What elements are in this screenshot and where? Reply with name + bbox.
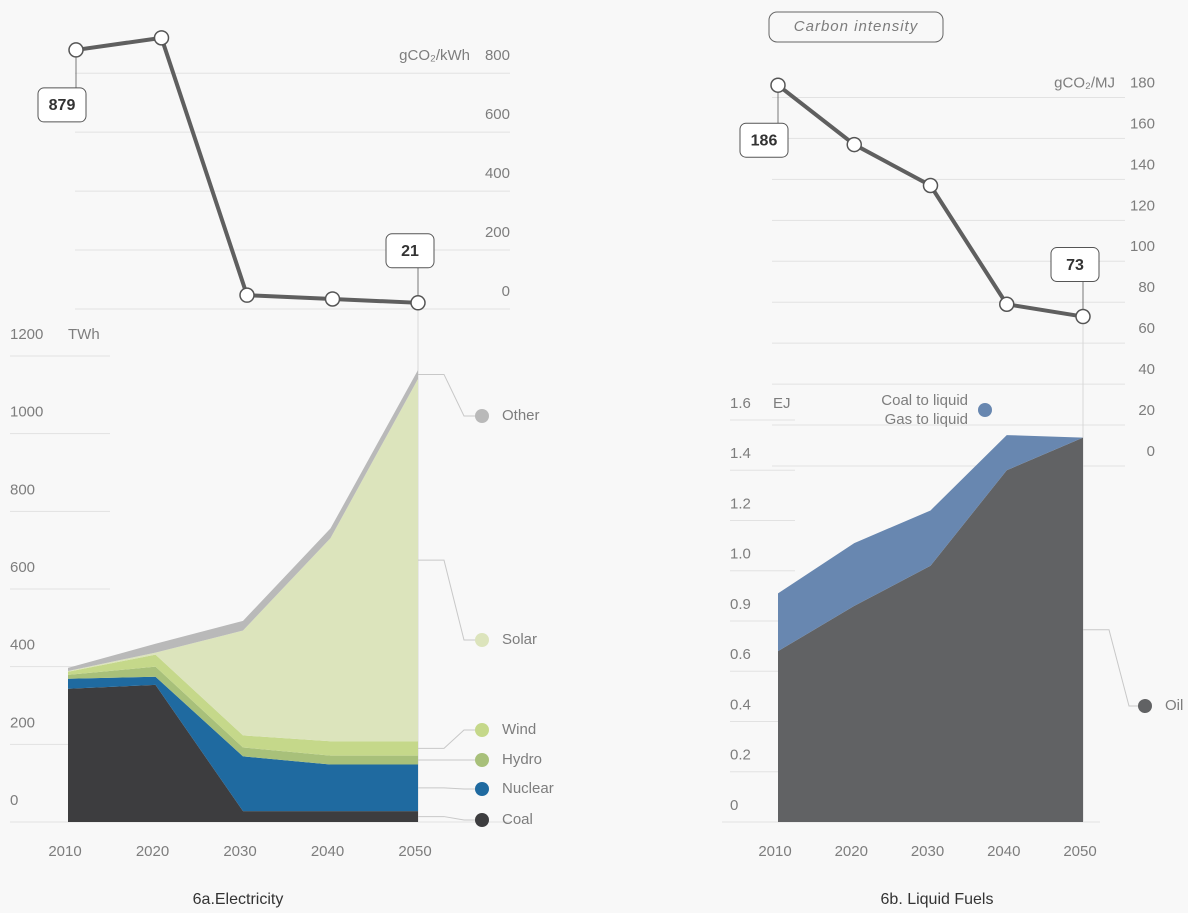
area [68, 378, 418, 742]
y-tick-label: 1.0 [730, 546, 751, 563]
y-tick-label: 200 [10, 714, 35, 731]
y-tick-label: 100 [1130, 238, 1155, 255]
x-tick-label: 2030 [223, 843, 256, 860]
point [68, 42, 84, 58]
point [1075, 308, 1091, 325]
value-label: 879 [49, 97, 76, 114]
x-tick-label: 2010 [758, 843, 791, 860]
legend-dot [475, 753, 489, 767]
y-tick-label: 80 [1138, 279, 1155, 296]
caption: 6a.Electricity [193, 891, 284, 908]
legend-connector [418, 816, 476, 821]
legend-dot [475, 633, 489, 647]
point [410, 295, 426, 311]
line [776, 83, 1084, 319]
label-box [739, 122, 789, 158]
area [778, 435, 1083, 652]
x-tick-label: 2030 [911, 843, 944, 860]
point [153, 30, 170, 46]
y-tick-label: 400 [485, 165, 510, 182]
x-tick-label: 2010 [48, 843, 81, 860]
y-tick-label: 600 [485, 106, 510, 123]
x-tick-label: 2020 [835, 843, 868, 860]
point [770, 77, 786, 93]
legend-connector [418, 559, 476, 641]
y-tick-label: 400 [10, 637, 35, 654]
y-tick-label: 0.6 [730, 646, 751, 663]
legend-connector [418, 373, 476, 417]
y-tick-label: 0 [730, 797, 738, 814]
y-tick-label: 0 [10, 792, 18, 809]
y-tick-label: 800 [485, 47, 510, 64]
y-tick-label: 40 [1138, 361, 1155, 378]
point [999, 296, 1015, 313]
y-tick-label: 0.2 [730, 747, 751, 764]
y-tick-label: 200 [485, 224, 510, 241]
legend-dot [475, 409, 489, 423]
y-tick-label: 0.9 [730, 596, 751, 613]
label-box [1050, 247, 1100, 283]
x-tick-label: 2050 [398, 843, 431, 860]
label-box [37, 87, 87, 123]
legend-connector [418, 787, 476, 790]
y-tick-label: 800 [10, 481, 35, 498]
point [324, 291, 341, 307]
area [68, 684, 418, 822]
legend-dot [1138, 699, 1152, 713]
y-tick-label: 180 [1130, 74, 1155, 91]
caption: 6b. Liquid Fuels [881, 891, 994, 908]
title-box [768, 11, 944, 43]
y-tick-label: 1.2 [730, 495, 751, 512]
y-tick-label: 0.4 [730, 696, 751, 713]
y-tick-label: 120 [1130, 197, 1155, 214]
y-tick-label: 140 [1130, 156, 1155, 173]
area [778, 437, 1083, 822]
legend-label: Other [502, 407, 540, 424]
legend-label: Coal to liquid [881, 392, 968, 409]
legend-label: Oil [1165, 697, 1183, 714]
line [75, 35, 419, 305]
label-box [385, 233, 435, 269]
value-label: 186 [751, 132, 778, 149]
legend-label: Gas to liquid [885, 411, 968, 428]
x-tick-label: 2050 [1063, 843, 1096, 860]
x-tick-label: 2020 [136, 843, 169, 860]
area [68, 676, 418, 812]
legend-label: Wind [502, 721, 536, 738]
chart-title: Carbon intensity [794, 18, 919, 35]
area [68, 666, 418, 765]
y-tick-label: 0 [502, 283, 510, 300]
legend-dot [475, 813, 489, 827]
y-tick-label: 1000 [10, 404, 43, 421]
y-tick-label: 60 [1138, 320, 1155, 337]
point [239, 287, 255, 303]
point [846, 136, 862, 153]
legend-label: Coal [502, 811, 533, 828]
axis-unit: EJ [773, 395, 791, 412]
legend-dot [475, 723, 489, 737]
y-tick-label: 160 [1130, 115, 1155, 132]
y-tick-label: 600 [10, 559, 35, 576]
y-tick-label: 0 [1147, 443, 1155, 460]
y-tick-label: 1.6 [730, 395, 751, 412]
legend-dot [978, 403, 992, 417]
legend-label: Hydro [502, 751, 542, 768]
value-label: 73 [1066, 257, 1084, 274]
x-tick-label: 2040 [987, 843, 1020, 860]
y-tick-label: 1200 [10, 326, 43, 343]
legend-label: Solar [502, 631, 537, 648]
legend-dot [475, 782, 489, 796]
value-label: 21 [401, 243, 419, 260]
axis-unit: gCO₂/kWh [399, 47, 470, 64]
legend-label: Nuclear [502, 780, 554, 797]
y-tick-label: 20 [1138, 402, 1155, 419]
legend-connector [418, 729, 476, 749]
legend-connector [1083, 629, 1139, 707]
point [922, 177, 939, 194]
x-tick-label: 2040 [311, 843, 344, 860]
axis-unit: TWh [68, 326, 100, 343]
axis-unit: gCO₂/MJ [1054, 74, 1115, 91]
y-tick-label: 1.4 [730, 445, 751, 462]
